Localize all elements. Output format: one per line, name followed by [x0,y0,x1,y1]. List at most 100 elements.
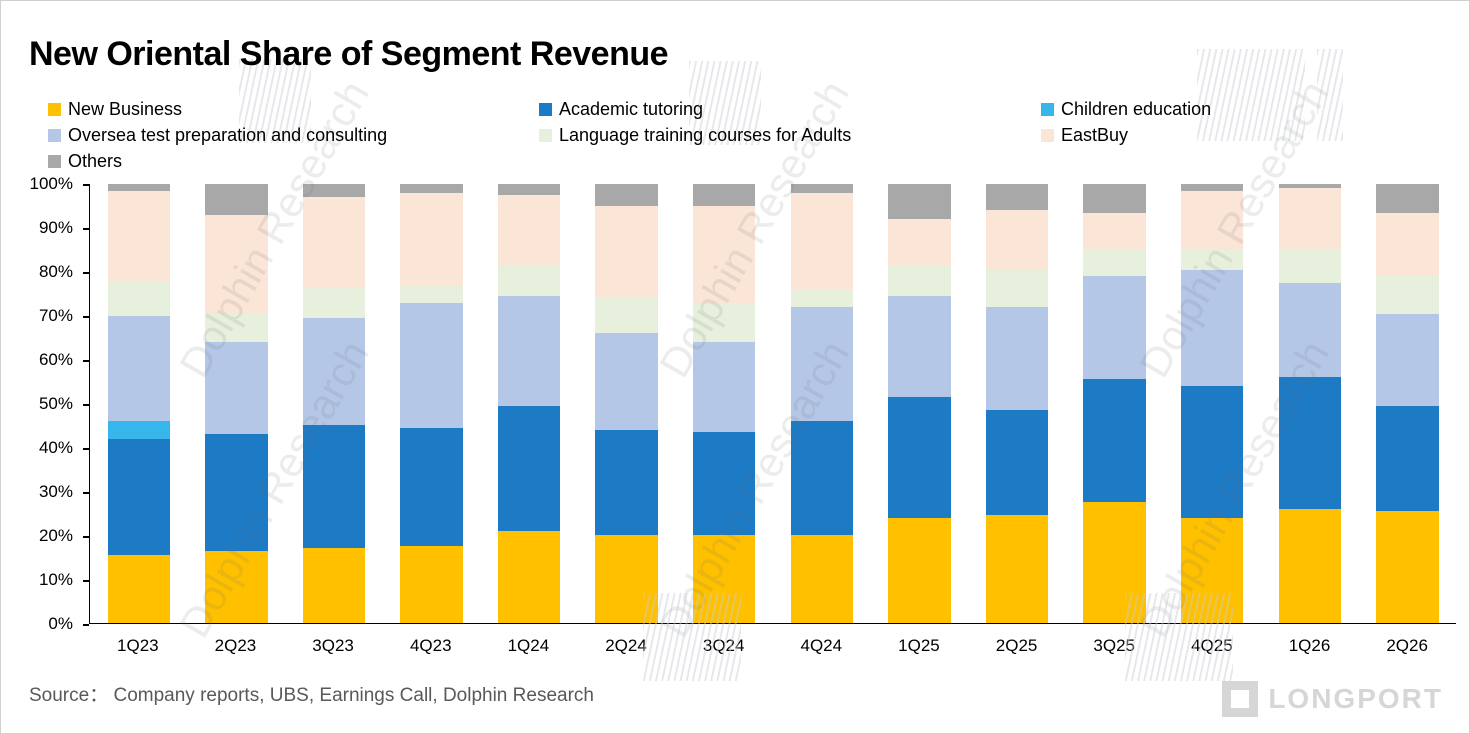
longport-logo: LONGPORT [1222,681,1443,717]
segment-others [400,184,463,193]
legend-item-eastbuy: EastBuy [1041,123,1448,148]
chart-title: New Oriental Share of Segment Revenue [29,35,669,73]
segment-new-business [790,535,854,623]
stacked-bar [888,184,951,623]
segment-children-education [107,421,170,439]
segment-oversea-test-preparation-and-consulting [302,317,366,426]
segment-oversea-test-preparation-and-consulting [888,295,951,397]
segment-others [1278,184,1341,189]
segment-others [497,184,561,195]
stacked-bar [595,184,658,623]
legend-item-children-education: Children education [1041,97,1448,122]
legend-label: Language training courses for Adults [559,125,852,145]
x-tick-label: 1Q23 [117,636,159,655]
bar-1q23 [90,184,188,623]
segment-others [205,184,268,215]
legend-label: Oversea test preparation and consulting [68,125,388,145]
legend-item-others: Others [48,149,539,174]
segment-others [1376,184,1439,213]
segment-oversea-test-preparation-and-consulting [985,306,1049,411]
segment-eastbuy [205,214,268,314]
y-tick-label: 70% [38,306,73,325]
segment-language-training-courses-for-adults [693,302,756,343]
legend-swatch [48,103,61,116]
segment-language-training-courses-for-adults [107,280,170,316]
segment-others [693,184,756,206]
x-tick-label: 4Q23 [409,636,452,655]
y-tick-label: 30% [38,482,73,501]
y-tick-label: 60% [38,350,73,369]
segment-language-training-courses-for-adults [302,287,366,318]
segment-academic-tutoring [107,438,170,555]
x-tick-label: 2Q23 [214,636,257,655]
segment-language-training-courses-for-adults [985,269,1049,307]
segment-new-business [302,548,366,623]
y-tick-mark [83,360,89,362]
y-tick-label: 20% [38,526,73,545]
longport-logo-icon [1222,681,1259,717]
bar-4q23 [383,184,481,623]
y-tick-label: 80% [38,262,73,281]
stacked-bar [1180,184,1244,623]
segment-others [302,184,366,198]
legend-item-language-training-courses-for-adults: Language training courses for Adults [539,123,1041,148]
segment-language-training-courses-for-adults [1376,276,1439,314]
y-tick-mark [83,316,89,318]
plot-area [89,184,1456,624]
segment-eastbuy [1278,188,1341,250]
segment-academic-tutoring [1376,405,1439,512]
stacked-bar [302,184,366,623]
y-tick-mark [83,580,89,582]
bar-4q25 [1163,184,1261,623]
y-tick-mark [83,184,89,186]
segment-eastbuy [107,190,170,281]
segment-others [1180,184,1244,191]
y-tick-label: 10% [38,570,73,589]
y-tick-mark [83,624,89,626]
legend-label: Academic tutoring [559,99,704,119]
x-tick-label: 1Q25 [898,636,940,655]
y-tick-mark [83,272,89,274]
segment-oversea-test-preparation-and-consulting [107,315,170,422]
segment-language-training-courses-for-adults [790,289,854,307]
bar-1q26 [1261,184,1359,623]
segment-others [888,184,951,220]
y-tick-label: 90% [38,218,73,237]
x-tick-label: 3Q24 [702,636,745,655]
segment-new-business [1278,508,1341,623]
segment-others [790,184,854,193]
segment-academic-tutoring [985,410,1049,516]
segment-oversea-test-preparation-and-consulting [1376,313,1439,406]
legend-item-oversea-test-preparation-and-consulting: Oversea test preparation and consulting [48,123,539,148]
segment-language-training-courses-for-adults [1278,249,1341,283]
segment-others [595,184,658,206]
x-tick-label: 1Q24 [507,636,550,655]
segment-academic-tutoring [888,396,951,518]
segment-oversea-test-preparation-and-consulting [693,342,756,433]
segment-language-training-courses-for-adults [1180,249,1244,270]
segment-eastbuy [1083,212,1146,250]
segment-oversea-test-preparation-and-consulting [1278,282,1341,378]
segment-eastbuy [400,192,463,286]
y-tick-mark [83,492,89,494]
segment-new-business [888,517,951,623]
segment-new-business [400,546,463,623]
stacked-bar [1278,184,1341,623]
x-axis-labels: 1Q23 2Q23 3Q23 4Q23 1Q24 2Q24 3Q24 4Q24 1Q25 2Q25… [89,636,1456,656]
stacked-bar [693,184,756,623]
segment-language-training-courses-for-adults [595,298,658,334]
y-tick-label: 40% [38,438,73,457]
segment-language-training-courses-for-adults [400,285,463,303]
legend-swatch [539,103,552,116]
segment-eastbuy [888,219,951,266]
segment-language-training-courses-for-adults [888,265,951,296]
bar-2q24 [578,184,676,623]
segment-others [107,184,170,191]
stacked-bar [1083,184,1146,623]
legend-label: Others [68,151,123,171]
x-tick-label: 2Q24 [605,636,647,655]
segment-new-business [1376,511,1439,623]
bar-4q24 [773,184,871,623]
bar-2q25 [968,184,1066,623]
